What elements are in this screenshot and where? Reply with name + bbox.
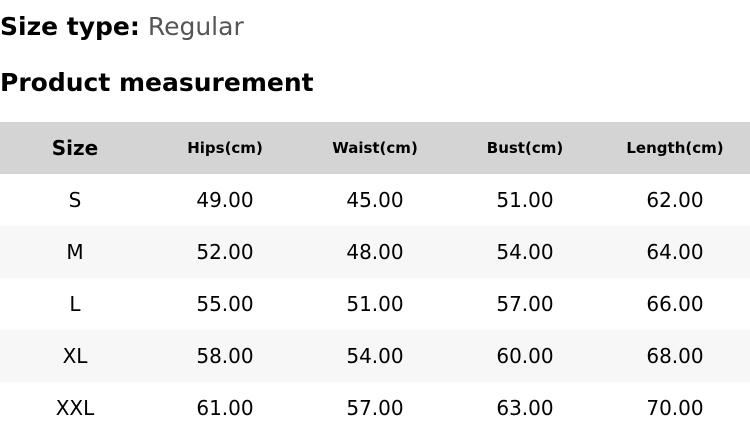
cell-waist: 48.00 <box>346 240 404 264</box>
cell-hips: 52.00 <box>196 240 254 264</box>
header-size: Size <box>51 136 99 160</box>
table-row: S 49.00 45.00 51.00 62.00 <box>0 174 750 226</box>
header-length: Length(cm) <box>626 139 724 157</box>
section-title: Product measurement <box>0 68 314 97</box>
cell-size: L <box>69 292 81 316</box>
size-type-value: Regular <box>147 12 244 41</box>
table-row: M 52.00 48.00 54.00 64.00 <box>0 226 750 278</box>
table-row: XL 58.00 54.00 60.00 68.00 <box>0 330 750 382</box>
cell-bust: 57.00 <box>496 292 554 316</box>
cell-length: 62.00 <box>646 188 704 212</box>
table-row: L 55.00 51.00 57.00 66.00 <box>0 278 750 330</box>
cell-hips: 58.00 <box>196 344 254 368</box>
cell-length: 70.00 <box>646 396 704 420</box>
header-bust: Bust(cm) <box>486 139 564 157</box>
cell-size: M <box>66 240 84 264</box>
cell-size: S <box>68 188 82 212</box>
cell-waist: 54.00 <box>346 344 404 368</box>
cell-waist: 57.00 <box>346 396 404 420</box>
table-header-row: Size Hips(cm) Waist(cm) Bust(cm) Length(… <box>0 122 750 174</box>
table-row: XXL 61.00 57.00 63.00 70.00 <box>0 382 750 434</box>
header-waist: Waist(cm) <box>332 139 418 157</box>
cell-size: XL <box>62 344 88 368</box>
cell-bust: 54.00 <box>496 240 554 264</box>
cell-bust: 60.00 <box>496 344 554 368</box>
cell-bust: 63.00 <box>496 396 554 420</box>
cell-length: 68.00 <box>646 344 704 368</box>
size-type: Size type: Regular <box>0 11 244 43</box>
cell-bust: 51.00 <box>496 188 554 212</box>
cell-hips: 55.00 <box>196 292 254 316</box>
cell-size: XXL <box>55 396 95 420</box>
measurement-table: Size Hips(cm) Waist(cm) Bust(cm) Length(… <box>0 122 750 434</box>
cell-waist: 51.00 <box>346 292 404 316</box>
header-hips: Hips(cm) <box>187 139 263 157</box>
cell-waist: 45.00 <box>346 188 404 212</box>
cell-length: 64.00 <box>646 240 704 264</box>
size-type-label: Size type: <box>0 12 140 41</box>
cell-hips: 49.00 <box>196 188 254 212</box>
cell-hips: 61.00 <box>196 396 254 420</box>
cell-length: 66.00 <box>646 292 704 316</box>
